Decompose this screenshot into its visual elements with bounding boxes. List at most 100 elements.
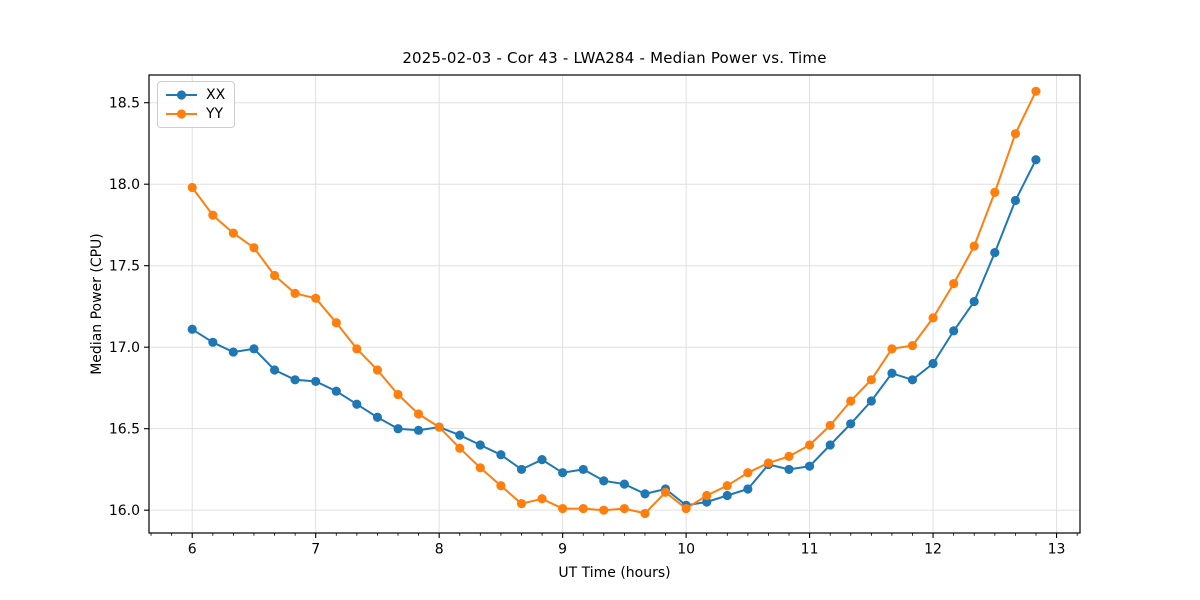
series-xx-marker bbox=[1031, 155, 1041, 165]
series-xx-marker bbox=[907, 375, 918, 385]
series-yy-marker bbox=[866, 375, 876, 385]
series-xx-marker bbox=[866, 396, 876, 406]
series-yy-marker bbox=[311, 293, 321, 303]
y-tick-label: 18.0 bbox=[109, 177, 140, 193]
series-yy-marker bbox=[352, 344, 362, 354]
series-xx-marker bbox=[475, 440, 485, 450]
series-xx-marker bbox=[887, 368, 897, 378]
series-xx-marker bbox=[290, 375, 300, 385]
series-yy-marker bbox=[702, 490, 712, 501]
series-yy-marker bbox=[393, 389, 403, 400]
series-xx-marker bbox=[393, 424, 403, 434]
legend: XX YY bbox=[157, 81, 236, 128]
series-xx-marker bbox=[1010, 195, 1021, 206]
y-tick-label: 17.5 bbox=[109, 259, 140, 275]
series-xx-marker bbox=[372, 412, 383, 422]
series-xx-marker bbox=[619, 479, 629, 489]
series-yy-marker bbox=[413, 409, 424, 419]
series-yy-marker bbox=[907, 340, 918, 351]
x-tick-label: 11 bbox=[801, 542, 819, 558]
series-yy-marker bbox=[825, 420, 835, 431]
series-xx-marker bbox=[228, 347, 238, 357]
series-yy-marker bbox=[681, 503, 691, 514]
y-tick-label: 16.5 bbox=[109, 422, 140, 438]
series-xx-marker bbox=[249, 344, 259, 354]
legend-sample-yy-line bbox=[166, 109, 197, 119]
series-yy-marker bbox=[372, 365, 383, 375]
chart-title: 2025-02-03 - Cor 43 - LWA284 - Median Po… bbox=[402, 49, 827, 67]
series-xx-marker bbox=[599, 476, 609, 486]
legend-item-yy: YY bbox=[166, 106, 225, 122]
series-yy-marker bbox=[640, 508, 650, 519]
y-tick-label: 16.0 bbox=[109, 503, 140, 519]
series-yy-marker bbox=[949, 279, 959, 289]
plot-border bbox=[148, 74, 1081, 534]
series-yy-marker bbox=[1031, 86, 1041, 96]
series-yy-marker bbox=[804, 440, 815, 450]
legend-item-xx: XX bbox=[166, 87, 225, 103]
series-yy-marker bbox=[1010, 129, 1021, 139]
series-xx-marker bbox=[352, 399, 362, 409]
series-xx-marker bbox=[269, 365, 280, 375]
series-yy-marker bbox=[784, 451, 794, 461]
series-yy-marker bbox=[558, 503, 568, 514]
series-xx-marker bbox=[825, 440, 835, 450]
y-tick-label: 17.0 bbox=[109, 340, 140, 356]
series-yy-marker bbox=[969, 241, 979, 251]
x-tick-label: 6 bbox=[188, 542, 197, 558]
x-tick-label: 12 bbox=[924, 542, 942, 558]
series-yy-marker bbox=[434, 422, 444, 432]
series-yy-marker bbox=[228, 228, 238, 238]
series-xx-marker bbox=[722, 490, 732, 501]
series-xx-marker bbox=[804, 461, 815, 471]
legend-label-yy: YY bbox=[206, 106, 224, 122]
series-xx-marker bbox=[578, 464, 588, 475]
x-tick-label: 9 bbox=[558, 542, 567, 558]
series-xx-marker bbox=[413, 425, 424, 435]
series-yy-marker bbox=[269, 270, 280, 281]
series-yy-marker bbox=[763, 458, 774, 468]
x-tick-label: 8 bbox=[435, 542, 444, 558]
series-yy-marker bbox=[187, 182, 197, 193]
series-yy-marker bbox=[290, 288, 300, 299]
series-xx-marker bbox=[784, 464, 794, 475]
series-xx-marker bbox=[640, 489, 650, 499]
series-yy-line bbox=[191, 90, 1037, 515]
series-xx-marker bbox=[187, 324, 197, 334]
series-xx-marker bbox=[311, 376, 321, 387]
series-yy-marker bbox=[331, 318, 341, 328]
series-yy-marker bbox=[537, 494, 547, 504]
x-axis-label: UT Time (hours) bbox=[558, 565, 671, 581]
series-xx-marker bbox=[846, 419, 856, 429]
series-yy-marker bbox=[208, 210, 218, 220]
series-xx-marker bbox=[928, 358, 938, 369]
x-tick-label: 7 bbox=[311, 542, 320, 558]
series-yy-marker bbox=[722, 481, 732, 491]
series-xx-marker bbox=[969, 296, 979, 307]
series-yy-marker bbox=[660, 487, 671, 497]
y-axis-label: Median Power (CPU) bbox=[89, 233, 105, 375]
series-yy-marker bbox=[990, 187, 1000, 197]
series-yy-marker bbox=[455, 443, 465, 453]
series-xx-marker bbox=[208, 337, 218, 347]
series-yy-marker bbox=[619, 503, 629, 514]
series-xx-line bbox=[191, 158, 1037, 507]
series-xx-marker bbox=[537, 455, 547, 465]
series-yy-marker bbox=[743, 468, 753, 478]
series-yy-marker bbox=[599, 505, 609, 515]
legend-label-xx: XX bbox=[206, 87, 226, 103]
series-xx-marker bbox=[331, 386, 341, 396]
series-xx-marker bbox=[455, 430, 465, 440]
series-yy-marker bbox=[516, 499, 527, 509]
series-yy-marker bbox=[887, 344, 897, 354]
series-yy-marker bbox=[249, 243, 259, 253]
series-yy-marker bbox=[578, 503, 588, 514]
series-xx-marker bbox=[949, 326, 959, 336]
series-yy-marker bbox=[475, 463, 485, 473]
series-yy-marker bbox=[928, 313, 938, 323]
x-tick-label: 13 bbox=[1048, 542, 1066, 558]
legend-sample-xx-line bbox=[166, 90, 197, 100]
series-yy-marker bbox=[846, 396, 856, 406]
